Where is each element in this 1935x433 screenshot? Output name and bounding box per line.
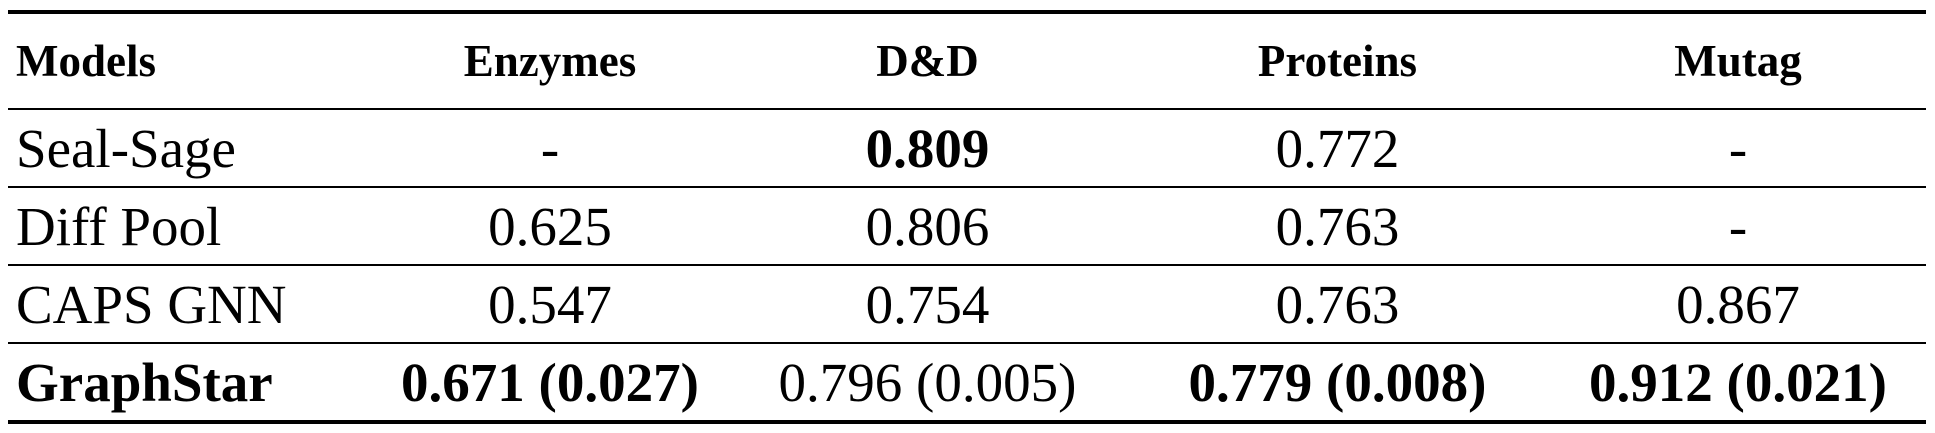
cell: - [370,109,730,188]
cell: 0.796 (0.005) [730,343,1125,424]
cell: 0.763 [1125,265,1550,344]
cell: 0.867 [1550,265,1926,344]
header-cell: Models [8,10,370,110]
row: GraphStar 0.671 (0.027) 0.796 (0.005) 0.… [8,343,1926,424]
header-row: Models Enzymes D&D Proteins Mutag [8,10,1926,110]
cell: 0.806 [730,187,1125,266]
cell: 0.763 [1125,187,1550,266]
cell: 0.809 [730,109,1125,188]
row: Diff Pool 0.625 0.806 0.763 - [8,187,1926,266]
cell: 0.772 [1125,109,1550,188]
model-name: CAPS GNN [8,265,370,344]
model-name: Seal-Sage [8,109,370,188]
cell: - [1550,187,1926,266]
cell: 0.547 [370,265,730,344]
results-table: Models Enzymes D&D Proteins Mutag Seal-S… [8,10,1926,424]
model-name: Diff Pool [8,187,370,266]
cell: 0.625 [370,187,730,266]
header-cell: Mutag [1550,10,1926,110]
cell: 0.671 (0.027) [370,343,730,424]
model-name: GraphStar [8,343,370,424]
cell: - [1550,109,1926,188]
header-cell: Enzymes [370,10,730,110]
cell: 0.779 (0.008) [1125,343,1550,424]
cell: 0.912 (0.021) [1550,343,1926,424]
cell: 0.754 [730,265,1125,344]
header-cell: D&D [730,10,1125,110]
row: CAPS GNN 0.547 0.754 0.763 0.867 [8,265,1926,344]
row: Seal-Sage - 0.809 0.772 - [8,109,1926,188]
header-cell: Proteins [1125,10,1550,110]
